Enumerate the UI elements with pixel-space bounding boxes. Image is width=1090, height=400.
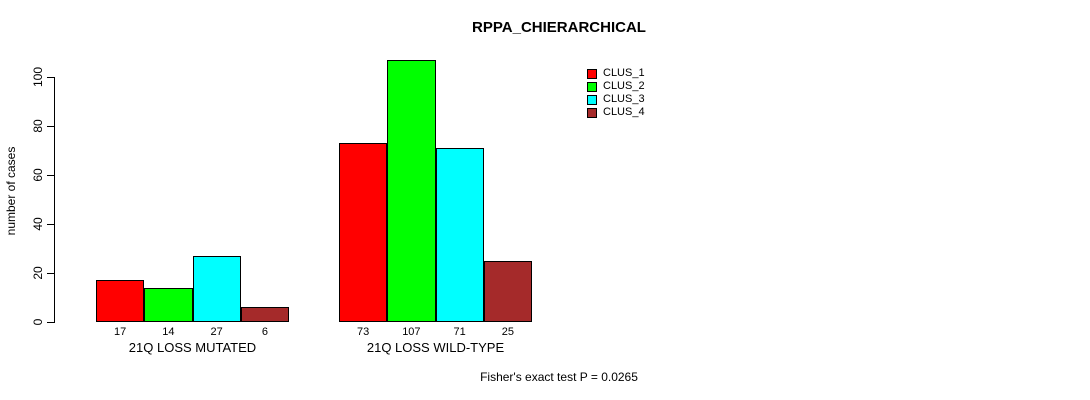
y-tick-label: 0 [31, 318, 45, 326]
legend-swatch-clus_3 [587, 94, 597, 105]
bar-value-label: 71 [453, 326, 466, 338]
bar-clus_1-group1 [96, 280, 145, 322]
y-tick-mark [47, 126, 54, 127]
category-label: 21Q LOSS WILD-TYPE [366, 340, 505, 355]
bar-clus_1-group2 [339, 143, 388, 322]
y-tick-mark [47, 224, 54, 225]
legend-label: CLUS_4 [603, 106, 645, 118]
bar-value-label: 107 [402, 326, 421, 338]
y-axis-label: number of cases [4, 146, 18, 236]
bar-clus_4-group1 [240, 307, 289, 322]
bar-value-label: 6 [261, 326, 268, 338]
legend-item-clus_1: CLUS_1 [587, 67, 645, 80]
bar-clus_2-group2 [387, 59, 436, 322]
legend-swatch-clus_2 [587, 81, 597, 92]
footer-annotation: Fisher's exact test P = 0.0265 [480, 370, 638, 384]
y-tick-mark [47, 322, 54, 323]
legend-label: CLUS_3 [603, 93, 645, 105]
y-tick-mark [47, 273, 54, 274]
bar-value-label: 17 [114, 326, 127, 338]
legend-label: CLUS_2 [603, 80, 645, 92]
bar-value-label: 27 [210, 326, 223, 338]
y-tick-mark [47, 175, 54, 176]
y-tick-label: 80 [31, 119, 45, 133]
bar-value-label: 25 [501, 326, 514, 338]
bar-value-label: 73 [357, 326, 370, 338]
legend: CLUS_1 CLUS_2 CLUS_3 CLUS_4 [587, 67, 645, 119]
legend-swatch-clus_4 [587, 107, 597, 118]
y-tick-label: 40 [31, 217, 45, 231]
legend-item-clus_3: CLUS_3 [587, 93, 645, 106]
y-tick-mark [47, 77, 54, 78]
y-tick-label: 100 [31, 66, 45, 88]
bar-clus_2-group1 [144, 287, 193, 322]
y-tick-label: 60 [31, 168, 45, 182]
legend-item-clus_2: CLUS_2 [587, 80, 645, 93]
chart-title: RPPA_CHIERARCHICAL [472, 19, 646, 36]
legend-item-clus_4: CLUS_4 [587, 106, 645, 119]
y-axis-line [54, 77, 55, 323]
category-label: 21Q LOSS MUTATED [128, 340, 257, 355]
legend-label: CLUS_1 [603, 67, 645, 79]
legend-swatch-clus_1 [587, 68, 597, 79]
y-tick-label: 20 [31, 266, 45, 280]
bar-value-label: 14 [162, 326, 175, 338]
bar-clus_4-group2 [483, 260, 532, 322]
bar-clus_3-group1 [192, 255, 241, 322]
bar-clus_3-group2 [435, 148, 484, 322]
